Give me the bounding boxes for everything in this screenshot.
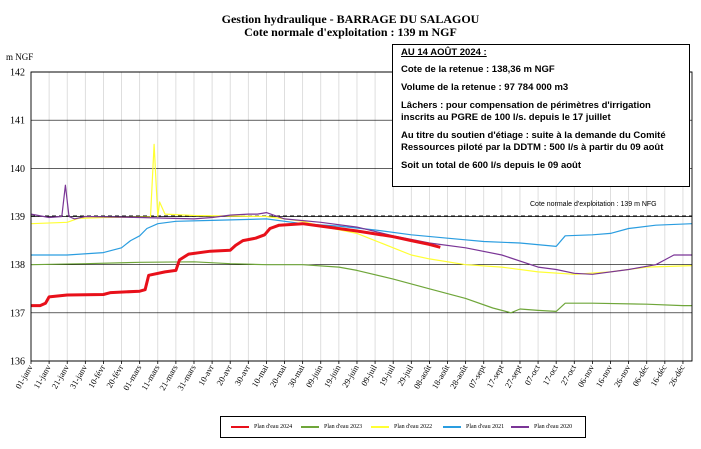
info-line-level: Cote de la retenue : 138,36 m NGF [401, 64, 555, 75]
y-tick-label: 136 [10, 357, 25, 368]
legend-item-2021: Plan d'eau 2021 [443, 424, 504, 430]
chart-subtitle: Cote normale d'exploitation : 139 m NGF [244, 25, 457, 39]
plot-frame [30, 71, 693, 362]
series-line-2021 [31, 218, 693, 256]
x-tick-label: 16-déc [648, 363, 668, 388]
y-tick-label: 142 [10, 68, 25, 79]
legend-swatch-2020 [511, 426, 529, 428]
legend-label-2021: Plan d'eau 2021 [466, 424, 505, 430]
legend-label-2022: Plan d'eau 2022 [394, 424, 433, 430]
x-tick-label: 20-avr [214, 363, 234, 387]
y-tick-label: 137 [10, 308, 25, 319]
info-line-releases: Lâchers : pour compensation de périmètre… [401, 100, 651, 123]
chart-title: Gestion hydraulique - BARRAGE DU SALAGOU [221, 12, 480, 26]
info-line-low-water-support: Au titre du soutien d'étiage : suite à l… [401, 130, 666, 153]
series-line-2024 [31, 222, 441, 308]
x-tick-label: 28-août [448, 362, 470, 390]
series-line-2023 [30, 261, 692, 314]
info-line-volume: Volume de la retenue : 97 784 000 m3 [401, 82, 569, 93]
x-tick-label: 10-mai [249, 362, 270, 388]
y-tick-label: 139 [10, 212, 25, 223]
series-group [30, 143, 693, 314]
legend-item-2023: Plan d'eau 2023 [301, 424, 362, 430]
y-tick-label: 141 [10, 116, 25, 127]
x-tick-label: 09-juil [359, 362, 379, 387]
x-tick-label: 10-avr [196, 363, 216, 387]
x-tick-label: 06-déc [630, 363, 650, 388]
y-tick-label: 140 [10, 164, 25, 175]
legend-item-2024: Plan d'eau 2024 [231, 424, 292, 430]
x-tick-label: 31-janv [67, 362, 89, 390]
x-tick-label: 26-déc [666, 363, 686, 388]
y-axis-label: m NGF [6, 52, 33, 62]
legend-swatch-2022 [371, 426, 389, 428]
legend-label-2024: Plan d'eau 2024 [254, 424, 293, 430]
reference-line-label: Cote normale d'exploitation : 139 m NFG [530, 201, 657, 208]
x-tick-label: 17-oct [540, 362, 560, 386]
legend: Plan d'eau 2024 Plan d'eau 2023 Plan d'e… [220, 416, 586, 438]
info-box-header: AU 14 AOÛT 2024 : [401, 47, 487, 58]
legend-label-2020: Plan d'eau 2020 [534, 424, 573, 430]
legend-label-2023: Plan d'eau 2023 [324, 424, 363, 430]
legend-item-2022: Plan d'eau 2022 [371, 424, 432, 430]
x-tick-label: 27-sept [503, 362, 524, 389]
x-tick-label: 20-mai [268, 362, 289, 388]
legend-swatch-2021 [443, 426, 461, 428]
legend-swatch-2024 [231, 425, 249, 429]
y-tick-label: 138 [10, 260, 25, 271]
x-tick-label: 07-oct [522, 362, 542, 386]
x-tick-label: 26-nov [612, 362, 633, 389]
legend-swatch-2023 [301, 426, 319, 428]
info-box: AU 14 AOÛT 2024 : Cote de la retenue : 1… [392, 44, 690, 187]
x-tick-label: 19-juil [377, 362, 397, 387]
info-line-total: Soit un total de 600 l/s depuis le 09 ao… [401, 160, 582, 171]
x-tick-label: 29-juin [340, 362, 361, 389]
series-line-2020 [30, 184, 692, 275]
legend-item-2020: Plan d'eau 2020 [511, 424, 572, 430]
